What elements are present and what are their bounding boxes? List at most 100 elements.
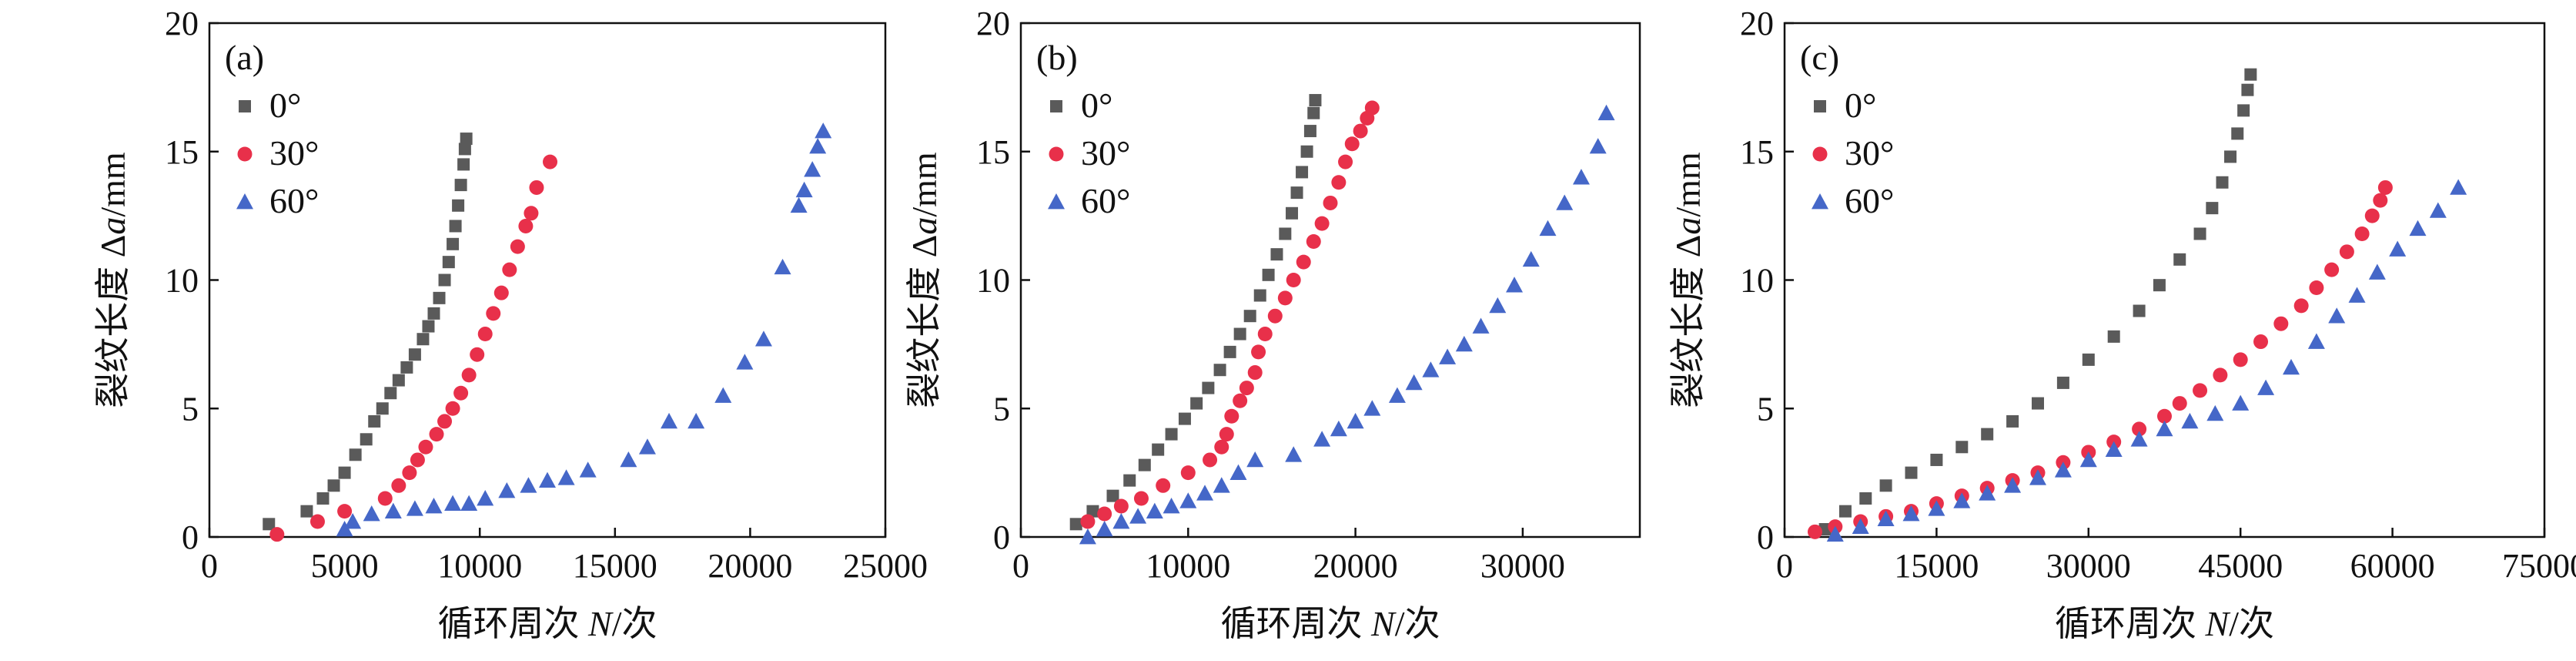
data-point [2307, 333, 2325, 349]
data-point [437, 414, 453, 429]
data-point [417, 333, 430, 346]
data-point [1223, 345, 1236, 358]
data-point [349, 448, 362, 461]
data-point [2244, 68, 2257, 81]
data-point [1270, 248, 1283, 261]
data-point [1296, 166, 1309, 179]
data-point [2056, 376, 2069, 389]
panel-label: (c) [1800, 38, 1839, 77]
data-point [1979, 485, 1996, 501]
data-point [2082, 353, 2095, 366]
data-point [408, 348, 421, 361]
data-point [1203, 452, 1218, 468]
x-tick-label: 0 [201, 547, 218, 585]
data-point [539, 471, 556, 488]
data-point [529, 180, 544, 195]
data-point [1163, 497, 1180, 514]
data-point [1422, 361, 1440, 377]
data-point [2273, 316, 2289, 331]
x-tick-label: 45000 [2198, 547, 2283, 585]
legend-label: 0° [1081, 86, 1112, 125]
x-tick-label: 10000 [1146, 547, 1230, 585]
data-point [1852, 518, 1869, 535]
data-point [2233, 352, 2248, 367]
data-point [1247, 365, 1263, 381]
data-point [1363, 400, 1381, 416]
data-point [1859, 492, 1872, 505]
data-point [2241, 83, 2254, 96]
data-point [1202, 381, 1215, 394]
x-tick-label: 0 [1776, 547, 1793, 585]
data-point [1178, 412, 1191, 425]
y-tick-label: 20 [976, 5, 1010, 42]
data-point [1123, 474, 1136, 487]
data-point [1096, 520, 1113, 537]
chart-panel-1: 0 5000 10000 15000 20000 25000 0 5 10 15 20 循环周次 N/… [93, 5, 928, 643]
data-point [1152, 443, 1165, 456]
data-point [1277, 290, 1293, 306]
data-point [774, 258, 791, 275]
data-point [384, 502, 402, 518]
data-point [1239, 381, 1254, 396]
legend-marker [236, 193, 253, 210]
data-point [1079, 528, 1096, 545]
data-point [2450, 179, 2467, 195]
data-point [427, 307, 440, 320]
data-point [2253, 334, 2269, 350]
data-point [1472, 317, 1490, 334]
data-point [470, 347, 485, 362]
data-point [1323, 195, 1338, 210]
data-point [2032, 397, 2044, 410]
legend-label: 30° [1081, 133, 1130, 173]
legend-label: 60° [1081, 181, 1130, 220]
data-point [2364, 208, 2380, 223]
legend-marker [1812, 146, 1828, 162]
data-point [1133, 491, 1149, 506]
data-point [461, 367, 477, 383]
data-point [736, 354, 754, 370]
data-point [1807, 524, 1822, 539]
x-tick-label: 0 [1012, 547, 1029, 585]
data-point [1338, 154, 1353, 169]
panel-label: (b) [1036, 38, 1078, 77]
data-point [2054, 461, 2072, 478]
legend-label: 30° [269, 133, 319, 173]
data-point [2107, 330, 2120, 343]
data-point [1309, 94, 1322, 107]
x-tick-label: 25000 [843, 547, 928, 585]
data-point [687, 412, 705, 429]
y-axis-label: 裂纹长度 Δa/mm [1668, 152, 1708, 408]
y-tick-label: 10 [1740, 262, 1774, 300]
data-point [2231, 127, 2244, 140]
y-tick-label: 15 [1740, 133, 1774, 171]
x-tick-label: 15000 [1894, 547, 1979, 585]
y-tick-label: 20 [1740, 5, 1774, 42]
data-point [1113, 498, 1129, 514]
data-point [2173, 253, 2186, 266]
data-point [2130, 431, 2148, 447]
data-point [2153, 279, 2166, 292]
data-point [1219, 427, 1234, 442]
data-point [502, 262, 517, 277]
data-point [804, 161, 821, 177]
data-point [410, 452, 425, 468]
data-point [391, 478, 406, 493]
data-point [809, 138, 827, 154]
y-axis-label: 裂纹长度 Δa/mm [905, 152, 944, 408]
data-point [1296, 254, 1311, 270]
y-tick-label: 5 [182, 390, 199, 428]
panel-label: (a) [225, 38, 264, 77]
data-point [1539, 220, 1557, 237]
legend-marker [1812, 193, 1828, 210]
data-point [1300, 145, 1313, 158]
data-point [1826, 525, 1844, 542]
data-point [454, 179, 467, 192]
data-point [2181, 412, 2199, 429]
data-point [2132, 421, 2147, 437]
data-point [2377, 180, 2393, 195]
data-point [2206, 202, 2219, 215]
data-point [1224, 408, 1239, 424]
data-point [1589, 138, 1607, 154]
data-point [422, 320, 435, 333]
